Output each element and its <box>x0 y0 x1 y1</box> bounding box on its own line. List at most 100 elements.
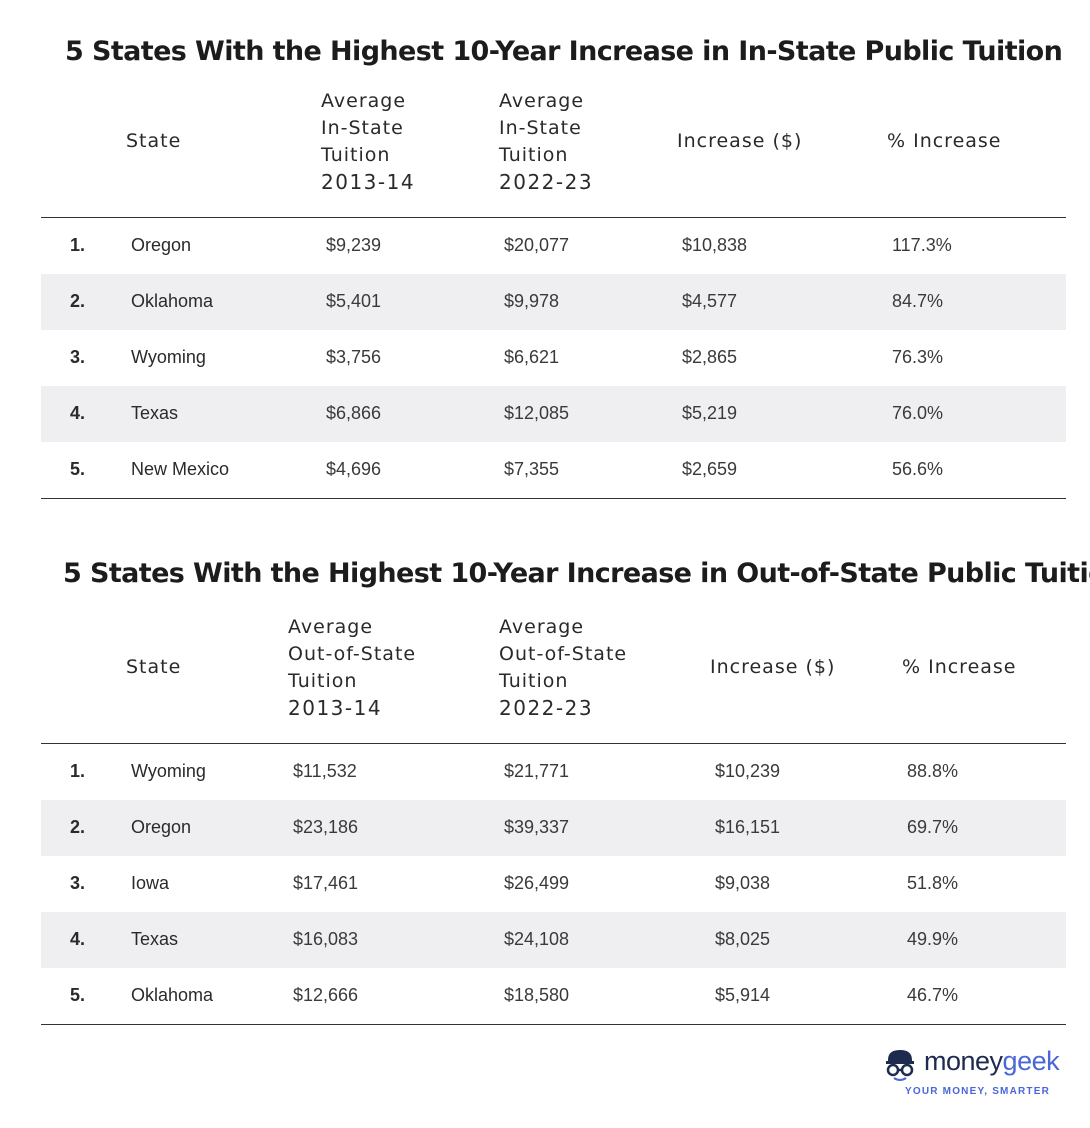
table-row: 4. Texas $6,866 $12,085 $5,219 76.0% <box>41 386 1066 442</box>
out-of-state-tuition-table: State Average Out-of-State Tuition 2013-… <box>41 611 1066 1025</box>
pct-increase-cell: 76.3% <box>892 347 944 367</box>
header-avg-2013-14: Average In-State Tuition 2013-14 <box>321 88 415 196</box>
header-line: Tuition <box>321 144 391 166</box>
header-line: Average <box>288 616 374 638</box>
header-state: State <box>126 130 182 152</box>
logo-word-money: money <box>924 1046 1003 1076</box>
moneygeek-logo-icon <box>886 1050 914 1081</box>
table-row: 4. Texas $16,083 $24,108 $8,025 49.9% <box>41 912 1066 968</box>
tuition-2022-23-cell: $21,771 <box>504 761 570 781</box>
header-line: Tuition <box>288 670 358 692</box>
tuition-2022-23-cell: $18,580 <box>504 985 570 1005</box>
pct-increase-cell: 49.9% <box>907 929 959 949</box>
logo-wordmark: moneygeek <box>924 1046 1060 1077</box>
pct-increase-cell: 56.6% <box>892 459 944 479</box>
header-state: State <box>126 656 182 678</box>
header-increase: Increase ($) <box>677 130 803 152</box>
increase-cell: $8,025 <box>715 929 771 949</box>
state-cell: New Mexico <box>131 459 230 479</box>
increase-cell: $10,239 <box>715 761 781 781</box>
header-avg-2022-23: Average Out-of-State Tuition 2022-23 <box>499 614 627 722</box>
state-cell: Wyoming <box>131 347 206 367</box>
header-year: 2022-23 <box>499 696 594 720</box>
header-avg-2022-23: Average In-State Tuition 2022-23 <box>499 88 593 196</box>
tuition-2013-14-cell: $5,401 <box>326 291 382 311</box>
table-row: 5. New Mexico $4,696 $7,355 $2,659 56.6% <box>41 442 1066 498</box>
pct-increase-cell: 69.7% <box>907 817 959 837</box>
pct-increase-cell: 46.7% <box>907 985 959 1005</box>
tuition-2013-14-cell: $16,083 <box>293 929 359 949</box>
tuition-2022-23-cell: $9,978 <box>504 291 560 311</box>
rank-cell: 4. <box>70 929 86 949</box>
tuition-2013-14-cell: $23,186 <box>293 817 359 837</box>
state-cell: Oklahoma <box>131 985 214 1005</box>
tuition-2022-23-cell: $20,077 <box>504 235 570 255</box>
rank-cell: 1. <box>70 235 86 255</box>
header-line: In-State <box>499 117 582 139</box>
header-line: Out-of-State <box>288 643 417 665</box>
header-year: 2013-14 <box>321 170 416 194</box>
tuition-2013-14-cell: $9,239 <box>326 235 382 255</box>
table-row: 1. Oregon $9,239 $20,077 $10,838 117.3% <box>41 218 1066 274</box>
rank-cell: 5. <box>70 459 86 479</box>
tuition-2013-14-cell: $3,756 <box>326 347 382 367</box>
rank-cell: 2. <box>70 817 86 837</box>
increase-cell: $5,219 <box>682 403 738 423</box>
tuition-2022-23-cell: $12,085 <box>504 403 570 423</box>
pct-increase-cell: 117.3% <box>892 235 952 255</box>
rank-cell: 5. <box>70 985 86 1005</box>
header-year: 2022-23 <box>499 170 594 194</box>
header-line: Out-of-State <box>499 643 628 665</box>
table-body: 1. Wyoming $11,532 $21,771 $10,239 88.8% 2. Ore… <box>41 744 1066 1024</box>
state-cell: Oklahoma <box>131 291 214 311</box>
rank-cell: 4. <box>70 403 86 423</box>
table-header: State Average In-State Tuition 2013-14 A… <box>41 85 1066 218</box>
rank-cell: 3. <box>70 873 86 893</box>
table-body: 1. Oregon $9,239 $20,077 $10,838 117.3% 2. Okla… <box>41 218 1066 498</box>
tuition-2022-23-cell: $6,621 <box>504 347 560 367</box>
rank-cell: 2. <box>70 291 86 311</box>
table-title-out-of-state: 5 States With the Highest 10-Year Increa… <box>63 558 1090 589</box>
tuition-2022-23-cell: $24,108 <box>504 929 570 949</box>
rank-cell: 3. <box>70 347 86 367</box>
header-pct-increase: % Increase <box>887 130 1002 152</box>
header-increase: Increase ($) <box>710 656 836 678</box>
table-row: 3. Iowa $17,461 $26,499 $9,038 51.8% <box>41 856 1066 912</box>
moneygeek-logo: moneygeek YOUR MONEY, SMARTER <box>882 1046 1062 1102</box>
table-row: 5. Oklahoma $12,666 $18,580 $5,914 46.7% <box>41 968 1066 1024</box>
header-avg-2013-14: Average Out-of-State Tuition 2013-14 <box>288 614 416 722</box>
state-cell: Texas <box>131 929 179 949</box>
increase-cell: $10,838 <box>682 235 748 255</box>
pct-increase-cell: 84.7% <box>892 291 944 311</box>
state-cell: Oregon <box>131 235 192 255</box>
state-cell: Iowa <box>131 873 170 893</box>
header-line: Tuition <box>499 670 569 692</box>
increase-cell: $5,914 <box>715 985 771 1005</box>
logo-word-geek: geek <box>1002 1046 1060 1076</box>
tuition-2013-14-cell: $4,696 <box>326 459 382 479</box>
tuition-2013-14-cell: $12,666 <box>293 985 359 1005</box>
increase-cell: $16,151 <box>715 817 781 837</box>
table-row: 1. Wyoming $11,532 $21,771 $10,239 88.8% <box>41 744 1066 800</box>
header-year: 2013-14 <box>288 696 383 720</box>
tuition-2022-23-cell: $39,337 <box>504 817 570 837</box>
tuition-2022-23-cell: $26,499 <box>504 873 570 893</box>
state-cell: Oregon <box>131 817 192 837</box>
pct-increase-cell: 88.8% <box>907 761 959 781</box>
logo-tagline: YOUR MONEY, SMARTER <box>905 1086 1051 1097</box>
increase-cell: $9,038 <box>715 873 771 893</box>
table-header: State Average Out-of-State Tuition 2013-… <box>41 611 1066 744</box>
header-line: In-State <box>321 117 404 139</box>
pct-increase-cell: 51.8% <box>907 873 959 893</box>
table-row: 3. Wyoming $3,756 $6,621 $2,865 76.3% <box>41 330 1066 386</box>
table-row: 2. Oklahoma $5,401 $9,978 $4,577 84.7% <box>41 274 1066 330</box>
table-title-in-state: 5 States With the Highest 10-Year Increa… <box>65 36 1063 67</box>
state-cell: Wyoming <box>131 761 206 781</box>
header-line: Average <box>499 90 585 112</box>
state-cell: Texas <box>131 403 179 423</box>
header-line: Average <box>499 616 585 638</box>
rank-cell: 1. <box>70 761 86 781</box>
table-row: 2. Oregon $23,186 $39,337 $16,151 69.7% <box>41 800 1066 856</box>
increase-cell: $4,577 <box>682 291 738 311</box>
header-line: Average <box>321 90 407 112</box>
